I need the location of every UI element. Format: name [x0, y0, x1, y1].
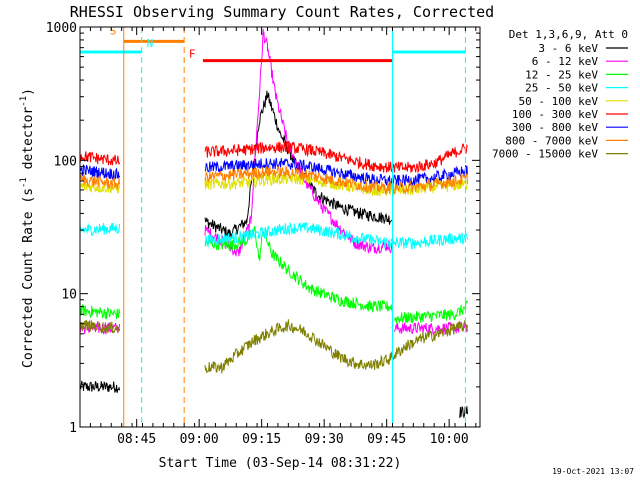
legend-header: Det 1,3,6,9, Att 0 — [509, 28, 628, 41]
legend-label-3-6-kev: 3 - 6 keV — [538, 42, 598, 55]
legend-label-50-100-kev: 50 - 100 keV — [519, 95, 599, 108]
x-tick-label: 09:30 — [305, 432, 344, 447]
series-3-6-kev — [79, 90, 468, 419]
y-axis-label-main: Corrected Count Rate (s — [21, 188, 36, 368]
y-axis-label-exp2: -1 — [19, 96, 29, 107]
series-100-300-kev — [79, 140, 468, 174]
legend-label-7000-15000-kev: 7000 - 15000 keV — [492, 148, 598, 161]
plot-frame — [79, 26, 481, 428]
legend-label-100-300-kev: 100 - 300 keV — [512, 108, 598, 121]
legend-label-25-50-kev: 25 - 50 keV — [525, 82, 598, 95]
y-axis-label-end: ) — [21, 88, 36, 96]
x-axis: 08:45 09:00 09:15 09:30 09:45 10:00 — [79, 27, 477, 447]
series-7000-15000-kev — [79, 319, 468, 374]
y-axis: 1 10 100 1000 — [46, 21, 480, 436]
legend-label-6-12-kev: 6 - 12 keV — [532, 55, 599, 68]
x-tick-label: 09:15 — [242, 432, 281, 447]
y-axis-label-exp1: -1 — [19, 177, 29, 188]
observing-markers: S N F — [80, 24, 466, 427]
series-12-25-kev — [79, 226, 468, 324]
series-50-100-kev — [79, 171, 468, 197]
y-axis-label-mid: detector — [21, 107, 36, 178]
marker-label-f: F — [189, 48, 196, 61]
legend-label-800-7000-kev: 800 - 7000 keV — [505, 134, 598, 147]
y-tick-label: 1000 — [46, 21, 77, 36]
chart-title: RHESSI Observing Summary Count Rates, Co… — [70, 3, 494, 21]
series-25-50-kev — [79, 221, 468, 250]
marker-label-n: N — [147, 37, 154, 50]
y-axis-label: Corrected Count Rate (s-1 detector-1) — [19, 88, 36, 368]
x-tick-label: 09:45 — [367, 432, 406, 447]
x-tick-label: 09:00 — [180, 432, 219, 447]
y-tick-label: 10 — [61, 288, 77, 303]
footer-date: 19-Oct-2021 13:07 — [552, 467, 634, 476]
legend-label-12-25-kev: 12 - 25 keV — [525, 68, 598, 81]
marker-label-s: S — [110, 24, 117, 37]
x-tick-label: 08:45 — [117, 432, 156, 447]
plot-area — [79, 29, 468, 419]
y-tick-label: 1 — [69, 421, 77, 436]
x-axis-label: Start Time (03-Sep-14 08:31:22) — [159, 456, 402, 471]
x-tick-label: 10:00 — [430, 432, 469, 447]
series-800-7000-kev — [79, 165, 468, 195]
legend-label-300-800-kev: 300 - 800 keV — [512, 121, 598, 134]
y-tick-label: 100 — [54, 154, 77, 169]
